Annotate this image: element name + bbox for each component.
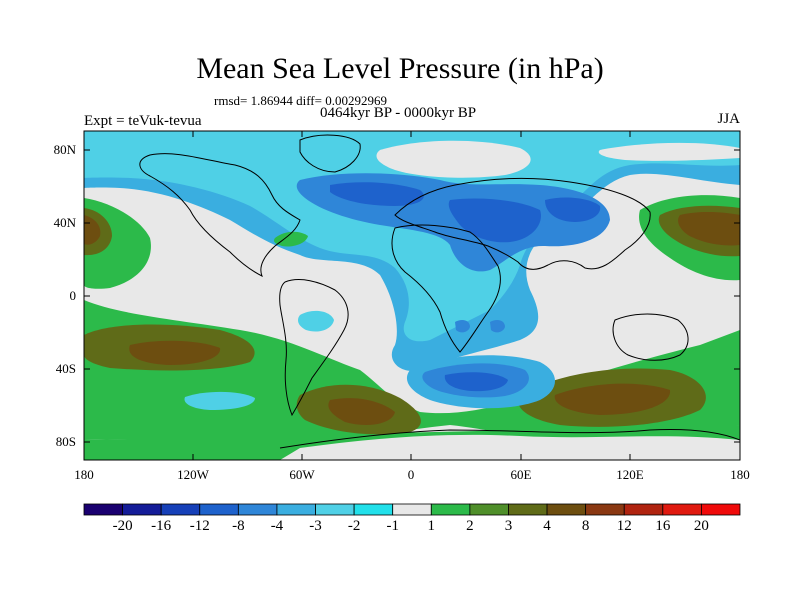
south-pacific-brown xyxy=(129,340,221,365)
africa-blue-cell xyxy=(455,319,470,333)
map-field xyxy=(84,131,740,460)
colorbar-swatch xyxy=(585,503,625,516)
colorbar-swatch xyxy=(353,503,394,516)
antarctica-outline xyxy=(279,429,740,449)
y-tick-label: 40N xyxy=(53,215,76,230)
south-america-cyan-cell xyxy=(298,310,334,332)
greenland-outline xyxy=(299,134,361,173)
arctic-light-cyan xyxy=(84,131,740,342)
colorbar-swatch xyxy=(546,503,587,516)
colorbar-swatch xyxy=(662,503,702,516)
colorbar xyxy=(83,503,741,516)
y-axis-ticks xyxy=(84,149,740,443)
antarctic-neutral xyxy=(280,434,740,460)
colorbar-label: -4 xyxy=(270,518,284,534)
north-pacific-east-brown xyxy=(678,211,740,246)
south-pacific-cyan-cell xyxy=(184,391,255,410)
period-line: 0464kyr BP - 0000kyr BP xyxy=(320,105,477,121)
gulf-green-cell xyxy=(273,231,308,247)
madagascar-blue-cell xyxy=(490,319,505,333)
y-tick-label: 0 xyxy=(69,288,77,303)
colorbar-label: -16 xyxy=(151,518,172,534)
colorbar-label: 3 xyxy=(504,518,513,534)
season-label: JJA xyxy=(717,111,740,127)
colorbar-swatch xyxy=(122,503,162,516)
colorbar-label: -1 xyxy=(386,518,399,534)
colorbar-label: -8 xyxy=(232,518,245,534)
eurasia-dark-blue xyxy=(330,182,424,206)
x-tick-label: 0 xyxy=(407,467,415,482)
x-tick-label: 180 xyxy=(730,467,750,482)
colorbar-swatch xyxy=(623,503,664,516)
colorbar-swatch xyxy=(276,503,316,516)
colorbar-label: 2 xyxy=(466,518,474,534)
colorbar-label: 4 xyxy=(543,518,551,534)
north-pacific-west-brown xyxy=(84,215,101,245)
middle-east-dark-blue xyxy=(448,198,541,243)
colorbar-label: 1 xyxy=(427,518,436,534)
arctic-neutral-patch xyxy=(376,140,531,178)
eurasia-outline xyxy=(394,177,651,270)
colorbar-swatch xyxy=(83,503,123,516)
coastlines xyxy=(139,134,740,449)
x-tick-label: 180 xyxy=(74,467,94,482)
colorbar-label: -2 xyxy=(347,518,361,534)
x-tick-label: 60W xyxy=(289,467,315,482)
south-america-outline xyxy=(279,279,349,417)
colorbar-label: -12 xyxy=(189,518,210,534)
colorbar-label: -3 xyxy=(309,518,322,534)
south-indian-dark-blue xyxy=(444,372,508,392)
asia-dark-blue xyxy=(545,197,601,222)
colorbar-swatch xyxy=(237,503,278,516)
indian-ocean-brown xyxy=(554,383,671,415)
chart-title: Mean Sea Level Pressure (in hPa) xyxy=(196,52,604,85)
colorbar-swatch xyxy=(392,503,432,516)
colorbar-swatch xyxy=(315,503,355,516)
colorbar-label: 8 xyxy=(581,518,590,534)
colorbar-swatch xyxy=(701,503,741,516)
colorbar-label: 20 xyxy=(693,518,709,534)
colorbar-swatch xyxy=(160,503,201,516)
arctic-neutral-patch-2 xyxy=(598,142,740,161)
stats-line: rmsd= 1.86944 diff= 0.00292969 xyxy=(214,93,387,108)
y-tick-label: 80S xyxy=(55,434,76,449)
x-tick-label: 120W xyxy=(177,467,209,482)
y-tick-label: 80N xyxy=(53,142,76,157)
colorbar-label: -20 xyxy=(112,518,133,534)
x-tick-label: 60E xyxy=(510,467,532,482)
x-axis-ticks xyxy=(83,131,741,460)
australia-outline xyxy=(612,313,689,361)
colorbar-swatch xyxy=(430,503,471,516)
colorbar-swatch xyxy=(469,503,509,516)
colorbar-swatch xyxy=(508,503,548,516)
colorbar-label: 16 xyxy=(655,518,671,534)
colorbar-label: 12 xyxy=(616,518,632,534)
x-tick-label: 120E xyxy=(616,467,644,482)
colorbar-swatch xyxy=(199,503,239,516)
experiment-line: Expt = teVuk-tevua xyxy=(84,113,202,129)
africa-outline xyxy=(391,224,501,353)
north-america-outline xyxy=(139,153,301,278)
south-atlantic-brown xyxy=(328,398,395,425)
y-tick-label: 40S xyxy=(55,361,76,376)
